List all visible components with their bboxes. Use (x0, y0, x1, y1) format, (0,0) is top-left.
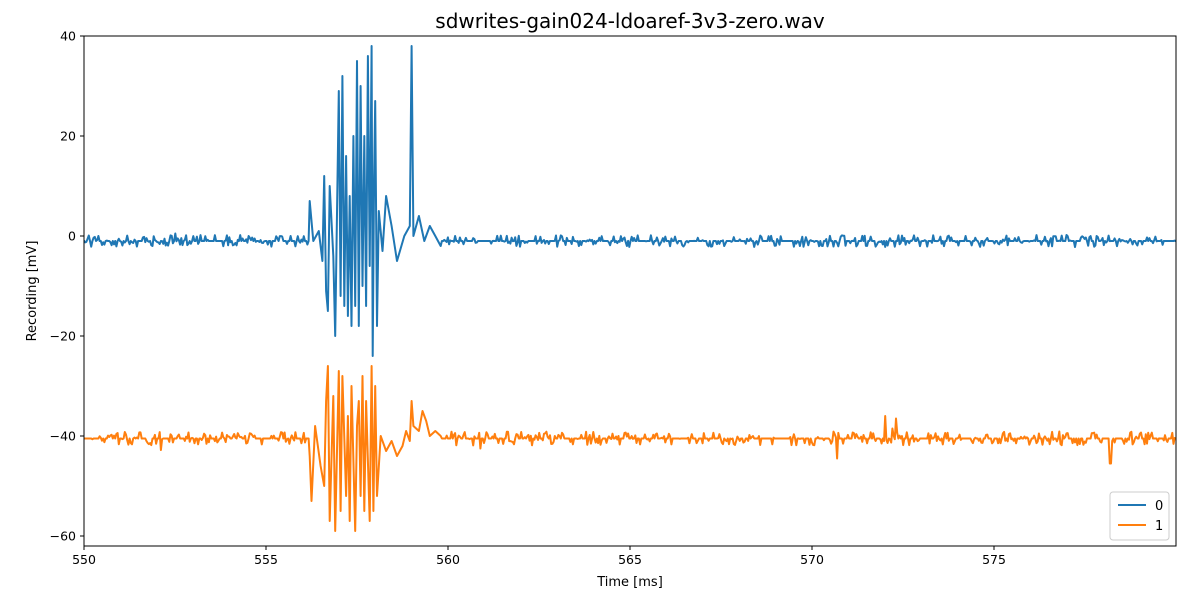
chart-title: sdwrites-gain024-ldoaref-3v3-zero.wav (435, 9, 825, 33)
x-axis-label: Time [ms] (596, 575, 663, 590)
series-line-0 (84, 45, 1176, 357)
legend-label-0: 0 (1155, 499, 1163, 514)
y-tick-label: 20 (60, 129, 76, 144)
series-layer (84, 45, 1176, 532)
legend-label-1: 1 (1155, 519, 1163, 534)
y-tick-label: −40 (50, 429, 76, 444)
y-tick-label: 0 (68, 229, 76, 244)
x-tick-label: 565 (618, 552, 642, 567)
x-axis: 550 555 560 565 570 575 (72, 546, 1006, 567)
x-tick-label: 555 (254, 552, 278, 567)
x-tick-label: 570 (800, 552, 824, 567)
legend: 0 1 (1109, 491, 1170, 541)
series-line-1 (84, 365, 1176, 532)
y-axis: 40 20 0 −20 −40 −60 (50, 29, 84, 544)
x-tick-label: 550 (72, 552, 96, 567)
x-tick-label: 560 (436, 552, 460, 567)
plot-area (83, 35, 1177, 547)
y-tick-label: 40 (60, 29, 76, 44)
y-tick-label: −60 (50, 529, 76, 544)
y-axis-label: Recording [mV] (25, 241, 40, 342)
x-tick-label: 575 (982, 552, 1006, 567)
y-tick-label: −20 (50, 329, 76, 344)
